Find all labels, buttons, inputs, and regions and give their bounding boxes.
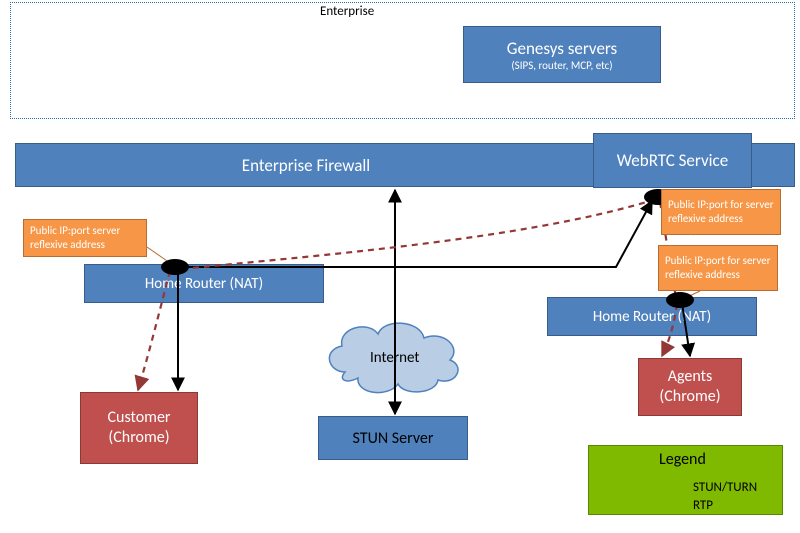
internet-label: Internet [370,349,419,367]
conn-point-left [161,259,189,275]
node-enterprise-firewall: Enterprise Firewall [15,143,597,187]
legend-row-rtp: RTP [693,498,713,513]
enterprise-outline [10,2,795,119]
node-stun-server: STUN Server [318,416,468,460]
node-home-router-left: Home Router (NAT) [84,264,324,303]
callout-right-lower-text: Public IP:port for server reflexive addr… [665,254,771,282]
callout-left: Public IP:port server reflexive address [23,219,147,257]
legend-row-stun: STUN/TURN [693,480,757,495]
conn-point-right [666,292,694,308]
node-home-router-right: Home Router (NAT) [547,297,757,336]
callout-left-text: Public IP:port server reflexive address [30,224,140,252]
nat-left-label: Home Router (NAT) [145,275,263,293]
callout-right-upper: Public IP:port for server reflexive addr… [661,189,781,235]
node-enterprise-firewall-right [749,143,795,187]
stun-label: STUN Server [353,429,434,448]
genesys-subtitle: (SIPS, router, MCP, etc) [511,59,612,72]
enterprise-label: Enterprise [320,4,374,19]
genesys-title: Genesys servers [507,38,617,59]
node-genesys-servers: Genesys servers (SIPS, router, MCP, etc) [463,26,661,83]
customer-label: Customer (Chrome) [108,408,171,448]
firewall-label: Enterprise Firewall [242,155,370,176]
legend-title: Legend [659,450,706,469]
node-agents: Agents (Chrome) [638,358,742,416]
nat-right-label: Home Router (NAT) [593,308,711,326]
webrtc-label: WebRTC Service [617,150,728,171]
node-customer: Customer (Chrome) [80,392,198,464]
legend-box: Legend STUN/TURN RTP [588,445,783,515]
callout-right-lower: Public IP:port for server reflexive addr… [658,245,778,291]
agents-label: Agents (Chrome) [659,367,720,407]
callout-right-upper-text: Public IP:port for server reflexive addr… [668,198,774,226]
node-webrtc-service: WebRTC Service [593,133,752,188]
